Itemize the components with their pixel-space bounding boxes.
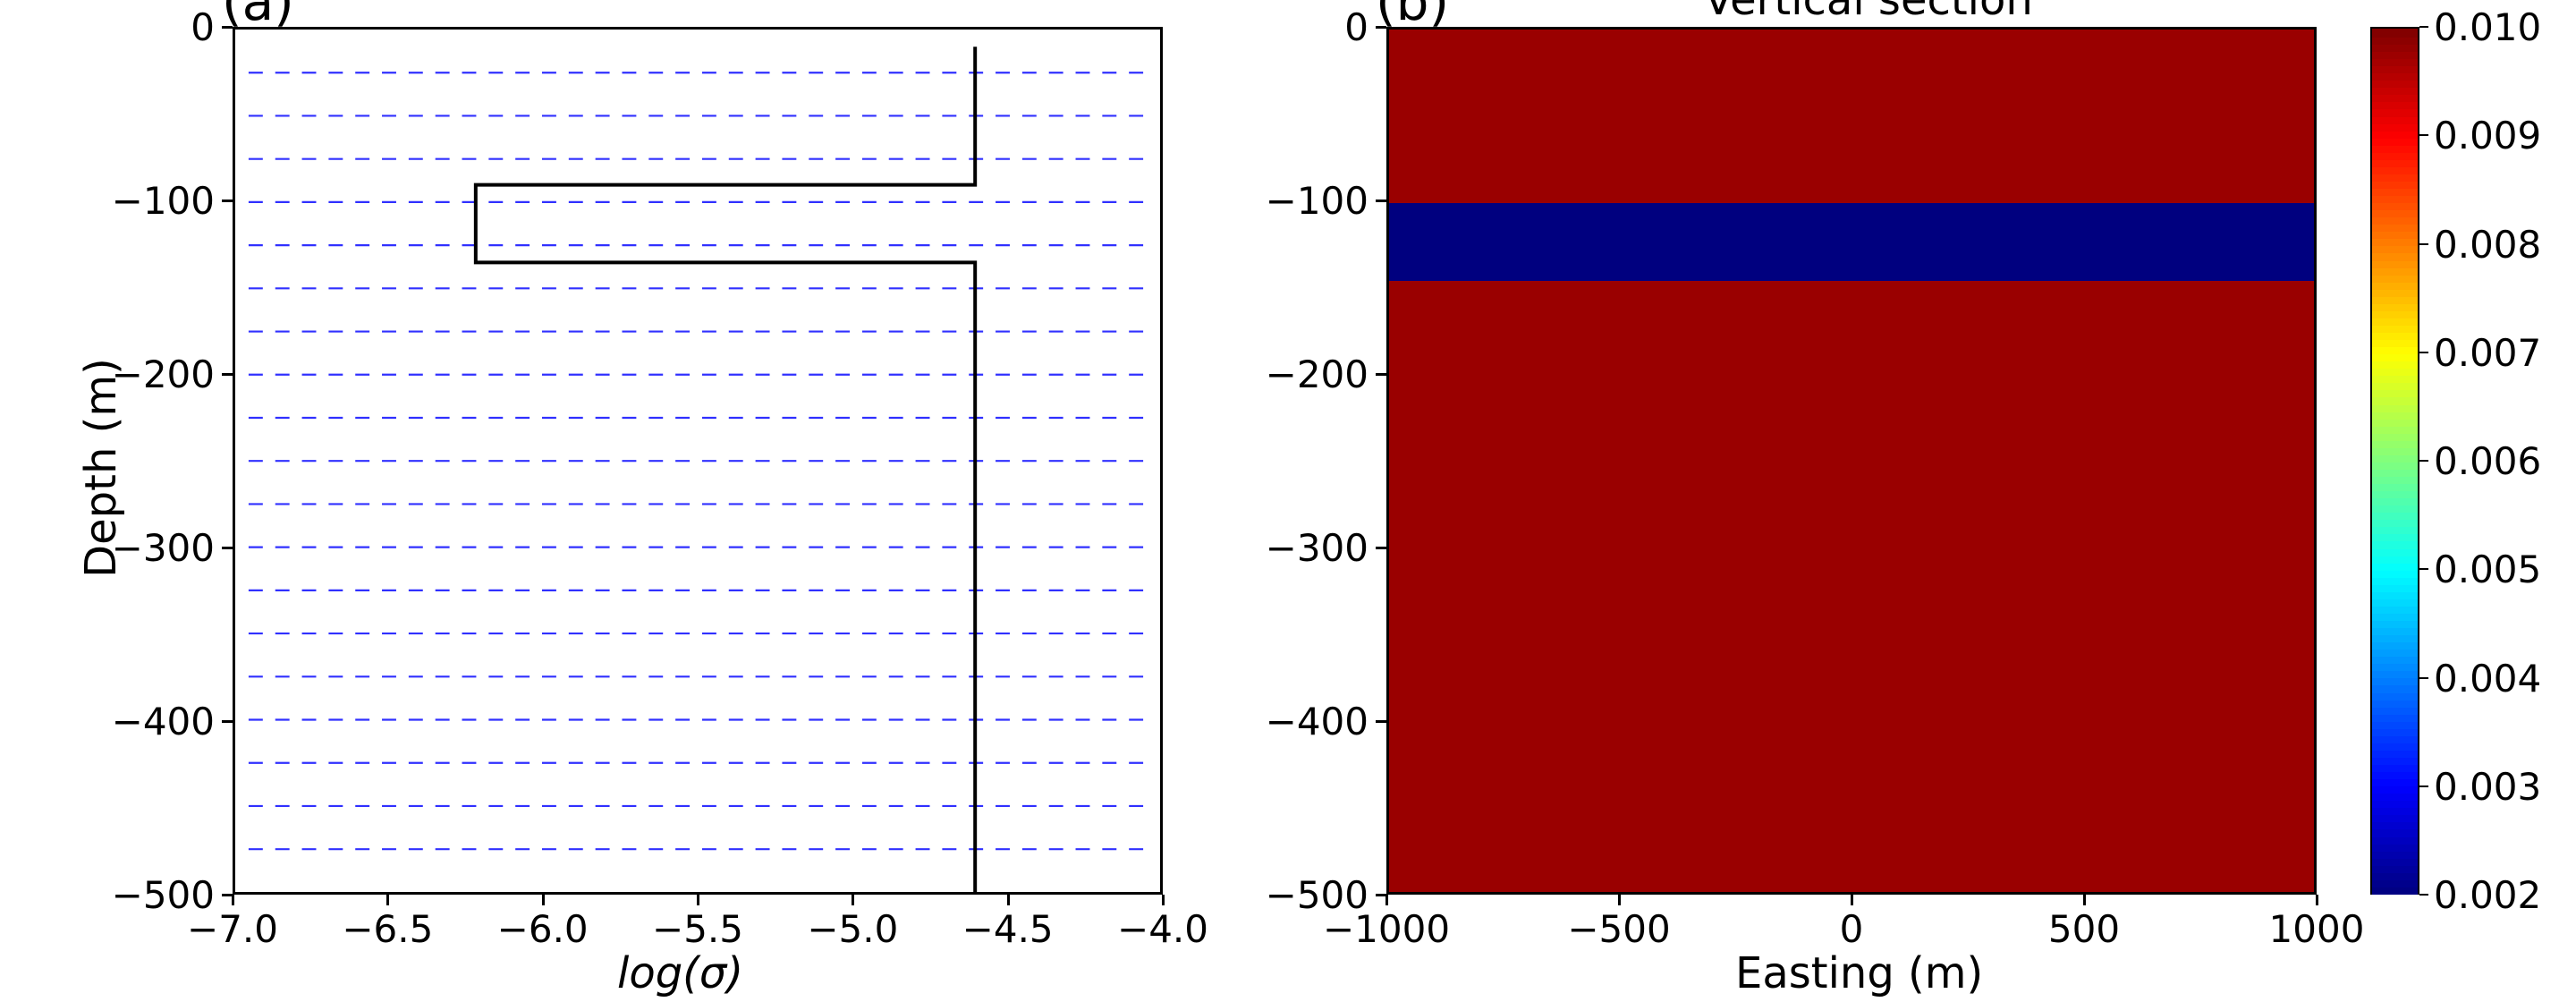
panel-b-layer xyxy=(1389,281,2314,895)
panel-b-ytick xyxy=(1376,720,1386,723)
panel-a-xtick xyxy=(852,895,854,905)
panel-a-tag: (a) xyxy=(222,0,294,32)
colorbar-tick xyxy=(2419,352,2428,353)
panel-a-ytick xyxy=(222,547,233,549)
colorbar-tick xyxy=(2419,677,2428,679)
colorbar-gradient xyxy=(2372,29,2418,893)
panel-a-xtick-label: −6.5 xyxy=(342,907,433,951)
panel-a-plot-area xyxy=(235,30,1160,892)
colorbar-tick xyxy=(2419,568,2428,570)
panel-b-ytick xyxy=(1376,26,1386,29)
panel-b-xtick xyxy=(1851,895,1853,905)
panel-a-xtick xyxy=(542,895,545,905)
panel-a-xtick xyxy=(697,895,699,905)
panel-b-xtick xyxy=(1618,895,1621,905)
panel-b-layer xyxy=(1389,30,2314,203)
panel-b-xtick xyxy=(2083,895,2086,905)
panel-a-ytick-label: −100 xyxy=(112,179,215,223)
panel-a-ytick xyxy=(222,720,233,723)
panel-a-xtick-label: −4.0 xyxy=(1117,907,1208,951)
panel-a-xtick-label: −5.0 xyxy=(807,907,898,951)
panel-b-xtick xyxy=(1385,895,1388,905)
colorbar-tick-label: 0.005 xyxy=(2434,548,2541,591)
panel-b-xtick-label: 0 xyxy=(1840,907,1864,951)
colorbar-tick-label: 0.006 xyxy=(2434,439,2541,483)
panel-b-xtick-label: 1000 xyxy=(2269,907,2365,951)
panel-b-ytick-label: −300 xyxy=(1266,526,1368,570)
panel-b-layer xyxy=(1389,203,2314,281)
colorbar-tick xyxy=(2419,243,2428,245)
panel-b-title: Vertical section xyxy=(1704,0,2033,25)
panel-a-xlabel: log(σ) xyxy=(617,948,743,998)
colorbar-tick-label: 0.008 xyxy=(2434,223,2541,267)
panel-a-xtick-label: −5.5 xyxy=(652,907,743,951)
panel-a-xtick xyxy=(232,895,234,905)
panel-b-ytick-label: −400 xyxy=(1266,700,1368,743)
panel-b-tag: (b) xyxy=(1376,0,1449,32)
colorbar-tick-label: 0.003 xyxy=(2434,765,2541,809)
panel-a-axes xyxy=(233,27,1163,895)
colorbar-tick-label: 0.007 xyxy=(2434,331,2541,375)
panel-b-xtick-label: −1000 xyxy=(1323,907,1450,951)
panel-a-xtick xyxy=(1007,895,1010,905)
panel-b-xlabel: Easting (m) xyxy=(1735,948,1983,998)
colorbar-tick-label: 0.002 xyxy=(2434,873,2541,917)
colorbar-tick xyxy=(2419,26,2428,28)
colorbar-tick xyxy=(2419,785,2428,787)
panel-b-ytick-label: 0 xyxy=(1344,5,1368,49)
panel-a-ytick-label: −400 xyxy=(112,700,215,743)
colorbar-segment xyxy=(2372,29,2418,38)
panel-a-ytick xyxy=(222,373,233,376)
panel-a-profile-line xyxy=(476,47,975,892)
panel-a-ytick xyxy=(222,200,233,202)
panel-a-ytick-label: −200 xyxy=(112,352,215,396)
panel-a-xtick xyxy=(1162,895,1165,905)
panel-b-ytick-label: −100 xyxy=(1266,179,1368,223)
colorbar-tick-label: 0.004 xyxy=(2434,657,2541,701)
colorbar-tick xyxy=(2419,460,2428,462)
panel-b-ytick xyxy=(1376,373,1386,376)
panel-a-xtick-label: −4.5 xyxy=(962,907,1054,951)
colorbar-tick-label: 0.009 xyxy=(2434,114,2541,157)
panel-b-ytick-label: −200 xyxy=(1266,352,1368,396)
panel-a-ytick-label: 0 xyxy=(191,5,215,49)
panel-a-xtick-label: −7.0 xyxy=(187,907,278,951)
colorbar-tick xyxy=(2419,134,2428,136)
panel-b-ytick xyxy=(1376,547,1386,549)
figure: (a) Depth (m) log(σ) (b) Vertical sectio… xyxy=(0,0,2576,1002)
colorbar xyxy=(2370,27,2419,895)
panel-a-ytick xyxy=(222,26,233,29)
panel-a-ytick-label: −300 xyxy=(112,526,215,570)
panel-b-ytick xyxy=(1376,200,1386,202)
panel-a-xtick xyxy=(386,895,389,905)
panel-b-xtick xyxy=(2316,895,2318,905)
colorbar-tick-label: 0.010 xyxy=(2434,5,2541,49)
panel-b-axes xyxy=(1386,27,2317,895)
colorbar-tick xyxy=(2419,894,2428,896)
panel-b-xtick-label: 500 xyxy=(2048,907,2120,951)
panel-a-xtick-label: −6.0 xyxy=(497,907,589,951)
panel-b-xtick-label: −500 xyxy=(1567,907,1670,951)
